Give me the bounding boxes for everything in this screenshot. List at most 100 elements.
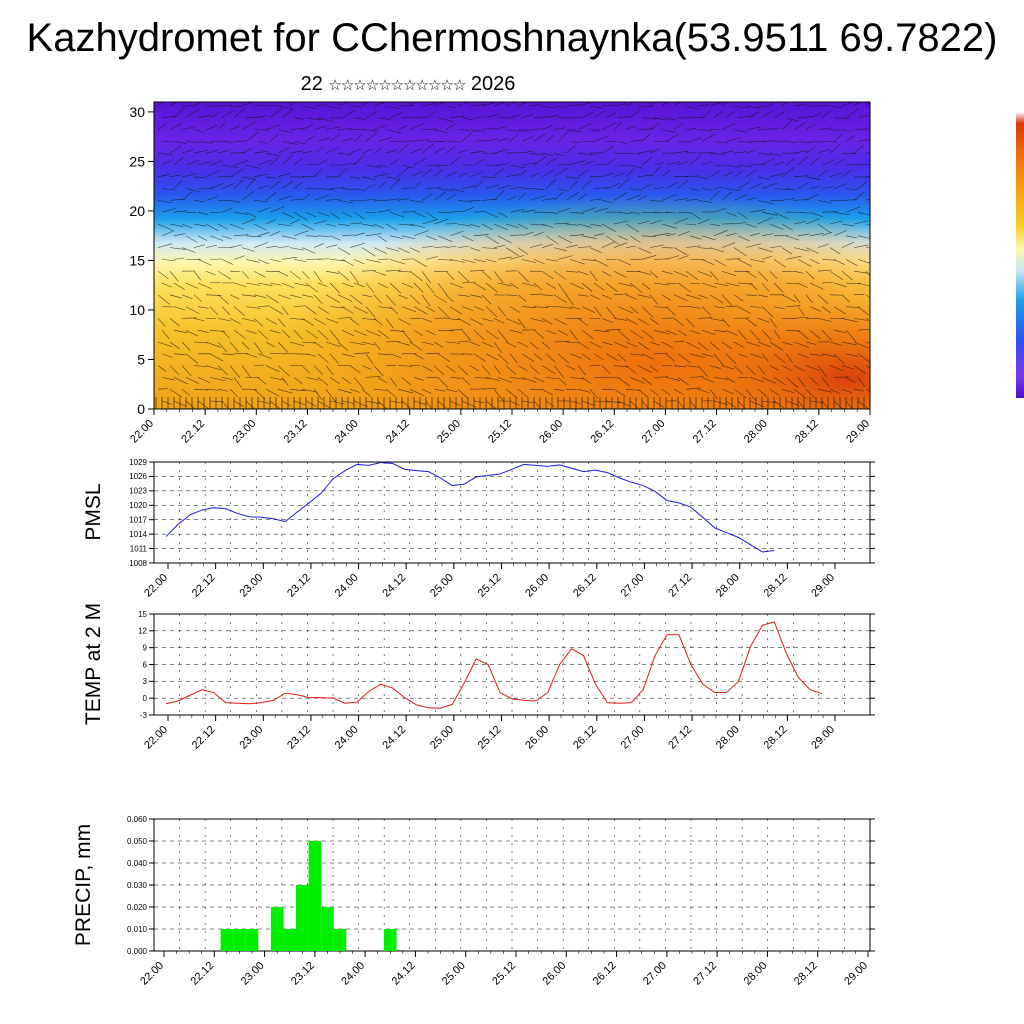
wind-barb bbox=[265, 365, 280, 373]
wind-barb bbox=[401, 211, 416, 213]
wind-barb bbox=[361, 365, 372, 370]
wind-barb bbox=[397, 144, 409, 154]
wind-barb bbox=[241, 365, 251, 378]
wind-barb bbox=[229, 168, 244, 178]
wind-barb bbox=[373, 388, 387, 391]
wind-barb bbox=[773, 306, 786, 310]
wind-barb bbox=[601, 341, 613, 346]
wind-barb bbox=[317, 159, 328, 166]
wind-barb bbox=[673, 123, 683, 130]
wind-barb bbox=[529, 152, 544, 156]
wind-barb bbox=[529, 104, 542, 107]
wind-barb bbox=[533, 400, 541, 409]
wind-barb bbox=[157, 200, 173, 204]
wind-barb bbox=[245, 235, 262, 238]
wind-barb bbox=[733, 247, 747, 257]
wind-barb bbox=[277, 294, 291, 300]
wind-barb bbox=[445, 105, 457, 108]
wind-barb bbox=[853, 220, 869, 225]
wind-barb bbox=[689, 282, 701, 285]
wind-barb bbox=[865, 294, 870, 299]
wind-barb bbox=[697, 270, 712, 277]
wind-barb bbox=[485, 184, 499, 189]
wind-barb bbox=[865, 152, 870, 154]
wind-barb bbox=[173, 141, 187, 144]
wind-barb bbox=[673, 217, 689, 225]
wind-barb bbox=[793, 247, 810, 252]
temp-x-tick-label: 24.12 bbox=[380, 724, 408, 752]
wind-barb bbox=[457, 172, 468, 178]
wind-barb bbox=[709, 365, 721, 369]
wind-barb bbox=[713, 353, 724, 367]
wind-barb bbox=[833, 282, 847, 288]
wind-barb bbox=[533, 116, 548, 119]
wind-barb bbox=[593, 163, 605, 166]
wind-barb bbox=[325, 365, 334, 376]
wind-barb bbox=[461, 330, 472, 341]
wind-barb bbox=[365, 259, 381, 263]
wind-barb bbox=[769, 173, 784, 178]
wind-barb bbox=[713, 186, 725, 189]
wind-barb bbox=[277, 195, 292, 201]
wind-barb bbox=[425, 352, 440, 355]
wind-barb bbox=[293, 305, 307, 307]
wind-barb bbox=[817, 200, 833, 204]
wind-barb bbox=[593, 187, 608, 189]
wind-barb bbox=[725, 377, 736, 383]
wind-barb bbox=[397, 166, 410, 178]
wind-barb bbox=[593, 109, 607, 119]
wind-barb bbox=[497, 256, 512, 260]
wind-barb bbox=[181, 365, 192, 377]
wind-barb bbox=[325, 318, 339, 324]
wind-barb bbox=[689, 235, 702, 240]
wind-barb bbox=[649, 270, 659, 279]
wind-barb bbox=[265, 318, 278, 325]
wind-barb bbox=[857, 163, 870, 166]
wind-barb bbox=[653, 306, 669, 308]
wind-barb bbox=[437, 259, 454, 261]
wind-barb bbox=[649, 341, 660, 346]
wind-barb bbox=[229, 152, 245, 154]
heatmap-x-tick-label: 23.12 bbox=[282, 418, 310, 446]
wind-barb bbox=[269, 206, 285, 213]
wind-barb bbox=[257, 353, 272, 359]
wind-barb bbox=[533, 232, 544, 237]
wind-barb bbox=[761, 233, 774, 237]
wind-barb bbox=[269, 230, 281, 237]
wind-barb bbox=[697, 104, 709, 107]
wind-barb bbox=[281, 256, 297, 260]
precip-x-tick-label: 23.12 bbox=[289, 960, 317, 988]
wind-barb bbox=[361, 129, 378, 132]
wind-barb bbox=[401, 140, 415, 142]
wind-barb bbox=[745, 105, 762, 109]
wind-barb bbox=[625, 223, 640, 233]
wind-barb bbox=[221, 306, 230, 315]
wind-barb bbox=[569, 160, 586, 166]
wind-barb bbox=[301, 341, 316, 344]
wind-barb bbox=[377, 235, 388, 242]
wind-barb bbox=[245, 329, 257, 334]
wind-barb bbox=[613, 192, 627, 201]
wind-barb bbox=[229, 244, 243, 248]
wind-barb bbox=[449, 211, 462, 213]
wind-barb bbox=[317, 377, 329, 386]
wind-barb bbox=[485, 235, 499, 244]
wind-barb bbox=[769, 318, 777, 328]
wind-barb bbox=[329, 377, 340, 384]
wind-barb bbox=[385, 341, 400, 343]
wind-barb bbox=[205, 223, 219, 232]
wind-barb bbox=[377, 282, 389, 289]
wind-barb bbox=[661, 102, 668, 107]
wind-barb bbox=[409, 247, 420, 253]
wind-barb bbox=[853, 388, 865, 392]
wind-barb bbox=[785, 255, 802, 260]
wind-barb bbox=[809, 282, 824, 290]
wind-barb bbox=[665, 329, 678, 336]
wind-barb bbox=[605, 353, 619, 361]
heatmap-x-tick-label: 25.12 bbox=[486, 418, 514, 446]
wind-barb bbox=[157, 388, 169, 390]
wind-barb bbox=[329, 282, 341, 294]
wind-barb bbox=[389, 306, 398, 315]
precip-bars bbox=[220, 841, 397, 951]
wind-barb bbox=[209, 183, 224, 189]
